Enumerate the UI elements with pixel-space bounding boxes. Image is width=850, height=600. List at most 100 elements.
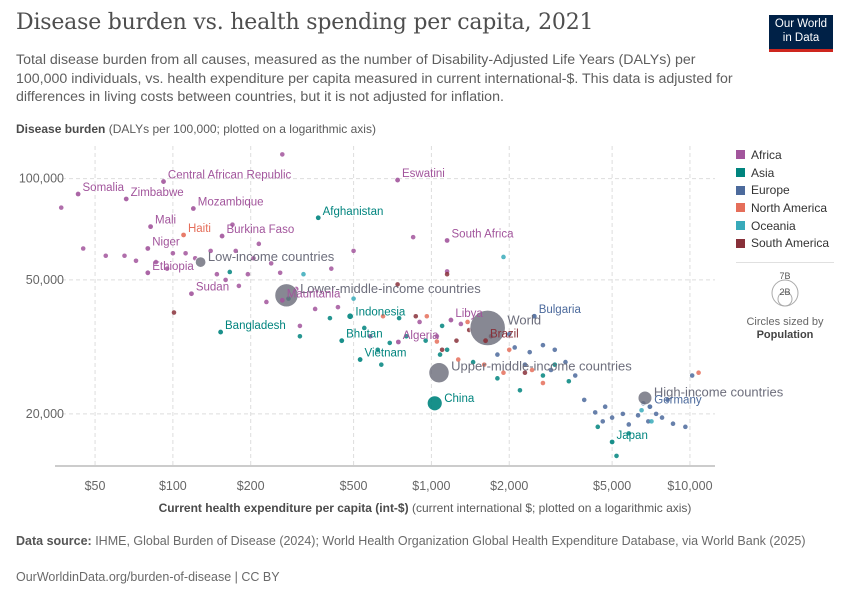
legend-label: Europe (751, 183, 790, 198)
data-point (161, 179, 166, 184)
point-label: Ethiopia (152, 261, 194, 273)
data-point (428, 362, 450, 384)
data-point (380, 313, 386, 319)
y-axis-title: Disease burden (16, 122, 106, 136)
chart-subtitle: Total disease burden from all causes, me… (16, 52, 733, 105)
x-tick-label: $100 (159, 479, 187, 493)
data-point (581, 397, 587, 403)
y-tick-label: 20,000 (26, 407, 64, 421)
data-point (236, 283, 242, 289)
data-point (506, 331, 512, 337)
data-point (696, 370, 701, 376)
data-point (527, 349, 533, 355)
data-point (540, 342, 546, 348)
point-label: Niger (152, 236, 180, 248)
data-point (148, 224, 153, 230)
point-label: High-income countries (654, 385, 784, 400)
data-point (230, 222, 235, 227)
data-point (540, 380, 546, 386)
data-point (434, 334, 440, 339)
legend-item-africa[interactable]: Africa (736, 146, 829, 164)
data-point (531, 313, 537, 319)
data-point (181, 232, 186, 238)
data-point (153, 259, 159, 265)
data-point (164, 266, 170, 271)
data-point (540, 373, 546, 378)
legend-item-north-america[interactable]: North America (736, 199, 829, 217)
x-tick-label: $50 (85, 479, 106, 493)
data-point (339, 338, 345, 344)
legend-item-europe[interactable]: Europe (736, 181, 829, 199)
legend-swatch (736, 238, 745, 248)
x-tick-label: $1,000 (412, 479, 450, 493)
data-point (448, 317, 454, 323)
data-point (251, 255, 256, 261)
data-point (75, 191, 81, 197)
x-tick-label: $200 (237, 479, 265, 493)
data-source: Data source: IHME, Global Burden of Dise… (16, 533, 816, 549)
point-label: Central African Republic (168, 170, 292, 182)
data-point (522, 370, 528, 376)
data-point (133, 258, 139, 264)
legend-swatch (736, 203, 745, 213)
data-point (552, 347, 558, 353)
legend-swatch (736, 168, 745, 178)
region-legend: Africa Asia Europe North America Oceania… (736, 146, 829, 252)
logo-line-1: Our World (774, 18, 828, 30)
data-point (683, 424, 688, 430)
data-point (609, 415, 615, 420)
legend-divider (736, 262, 834, 263)
data-point (351, 296, 356, 301)
data-point (123, 196, 129, 202)
data-point (315, 215, 321, 221)
x-tick-label: $2,000 (490, 479, 528, 493)
source-text: IHME, Global Burden of Disease (2024); W… (91, 534, 806, 548)
data-point (626, 431, 632, 436)
legend-swatch (736, 150, 745, 160)
data-point (455, 357, 461, 362)
x-tick-label: $500 (340, 479, 368, 493)
size-label-large: 7B (779, 271, 790, 281)
data-point (426, 395, 443, 412)
data-point (379, 362, 384, 367)
data-point (417, 319, 422, 325)
data-point (517, 387, 523, 393)
data-point (620, 411, 626, 417)
legend-item-south-america[interactable]: South America (736, 234, 829, 252)
data-point (297, 323, 303, 329)
data-point (444, 238, 450, 243)
data-point (689, 373, 695, 378)
owid-logo[interactable]: Our World in Data (769, 15, 833, 52)
footer-link[interactable]: OurWorldinData.org/burden-of-disease | C… (16, 570, 280, 584)
point-label: Bulgaria (539, 304, 582, 316)
data-point (645, 419, 651, 424)
data-point (600, 419, 606, 424)
point-label: Bhutan (346, 329, 382, 341)
legend-item-asia[interactable]: Asia (736, 164, 829, 182)
size-note-bold: Population (756, 329, 814, 341)
data-point (395, 339, 401, 345)
data-point (361, 325, 367, 331)
data-point (335, 304, 341, 310)
point-label: World (507, 312, 541, 327)
data-point (103, 253, 109, 259)
data-point (572, 373, 578, 378)
data-point (602, 404, 608, 410)
data-point (481, 362, 487, 367)
data-point (483, 338, 488, 344)
data-point (214, 271, 220, 277)
data-point (413, 313, 419, 319)
data-point (465, 319, 470, 325)
point-label: Afghanistan (323, 206, 384, 218)
size-note-text: Circles sized by (746, 316, 824, 328)
data-point (351, 248, 356, 254)
data-point (424, 313, 430, 319)
x-axis-note: (current international $; plotted on a l… (408, 501, 692, 515)
legend-swatch (736, 185, 745, 195)
data-point (410, 234, 416, 240)
data-point (208, 248, 213, 254)
point-label: Mozambique (198, 197, 264, 209)
data-point (566, 378, 572, 384)
legend-item-oceania[interactable]: Oceania (736, 217, 829, 235)
